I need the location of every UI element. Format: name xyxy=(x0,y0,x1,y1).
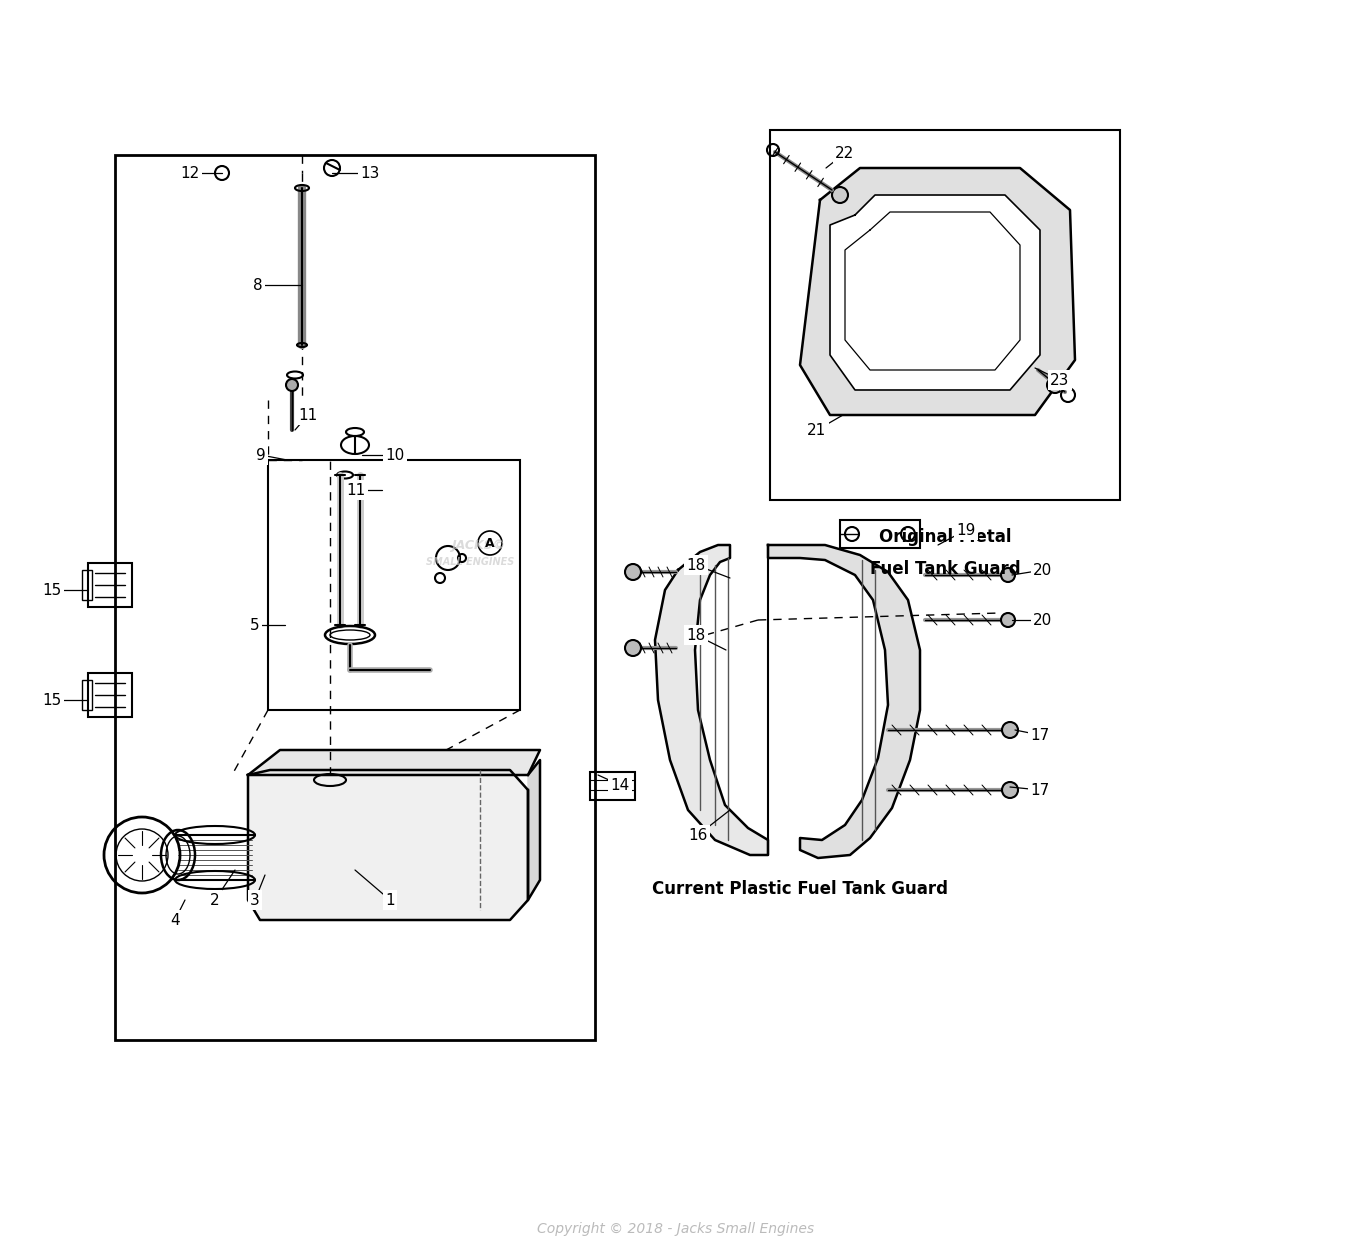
Text: 15: 15 xyxy=(42,583,62,598)
Text: 19: 19 xyxy=(957,522,975,538)
Text: 15: 15 xyxy=(42,692,62,708)
Text: 2: 2 xyxy=(211,893,220,908)
Text: A: A xyxy=(485,536,494,549)
Bar xyxy=(88,563,132,607)
Text: 17: 17 xyxy=(1031,728,1050,743)
Text: 4: 4 xyxy=(170,913,180,928)
Bar xyxy=(267,460,520,710)
Text: 9: 9 xyxy=(257,447,266,462)
Text: Original Metal: Original Metal xyxy=(878,528,1012,546)
Text: 21: 21 xyxy=(808,423,827,437)
Circle shape xyxy=(626,640,640,656)
Bar xyxy=(770,130,1120,500)
Text: 12: 12 xyxy=(181,165,200,180)
Text: SMALL ENGINES: SMALL ENGINES xyxy=(426,556,515,567)
Text: Fuel Tank Guard: Fuel Tank Guard xyxy=(870,560,1020,578)
Circle shape xyxy=(286,379,299,392)
Circle shape xyxy=(1001,568,1015,582)
Polygon shape xyxy=(830,195,1040,390)
Text: 14: 14 xyxy=(611,778,630,792)
Polygon shape xyxy=(249,750,540,776)
Text: JACKS©: JACKS© xyxy=(451,539,505,551)
Text: 3: 3 xyxy=(250,893,259,908)
Text: 20: 20 xyxy=(1034,612,1052,627)
Text: 1: 1 xyxy=(385,893,394,908)
Bar xyxy=(840,520,920,548)
Text: 20: 20 xyxy=(1034,563,1052,578)
Polygon shape xyxy=(800,167,1075,415)
Circle shape xyxy=(1002,721,1019,738)
Text: 23: 23 xyxy=(1050,373,1070,388)
Circle shape xyxy=(478,531,503,555)
Text: 18: 18 xyxy=(686,558,705,573)
Text: 17: 17 xyxy=(1031,783,1050,797)
Polygon shape xyxy=(528,760,540,900)
Text: 13: 13 xyxy=(361,165,380,180)
Text: 16: 16 xyxy=(688,827,708,842)
Text: Current Plastic Fuel Tank Guard: Current Plastic Fuel Tank Guard xyxy=(653,880,948,898)
Text: 11: 11 xyxy=(299,408,317,423)
Text: 11: 11 xyxy=(346,482,366,497)
Circle shape xyxy=(1001,613,1015,627)
Text: 5: 5 xyxy=(250,617,259,632)
Bar xyxy=(82,570,92,601)
Text: 8: 8 xyxy=(253,277,263,292)
Text: 18: 18 xyxy=(686,627,705,642)
Text: 10: 10 xyxy=(385,447,405,462)
Circle shape xyxy=(1002,782,1019,798)
Bar xyxy=(115,155,594,1040)
Text: 22: 22 xyxy=(835,146,855,160)
Bar xyxy=(590,772,635,799)
Polygon shape xyxy=(767,545,920,857)
Bar xyxy=(88,674,132,716)
Bar xyxy=(82,680,92,710)
Text: Copyright © 2018 - Jacks Small Engines: Copyright © 2018 - Jacks Small Engines xyxy=(536,1222,815,1236)
Circle shape xyxy=(626,564,640,580)
Polygon shape xyxy=(655,545,767,855)
Circle shape xyxy=(1047,376,1063,393)
Circle shape xyxy=(832,188,848,203)
Polygon shape xyxy=(249,771,528,920)
